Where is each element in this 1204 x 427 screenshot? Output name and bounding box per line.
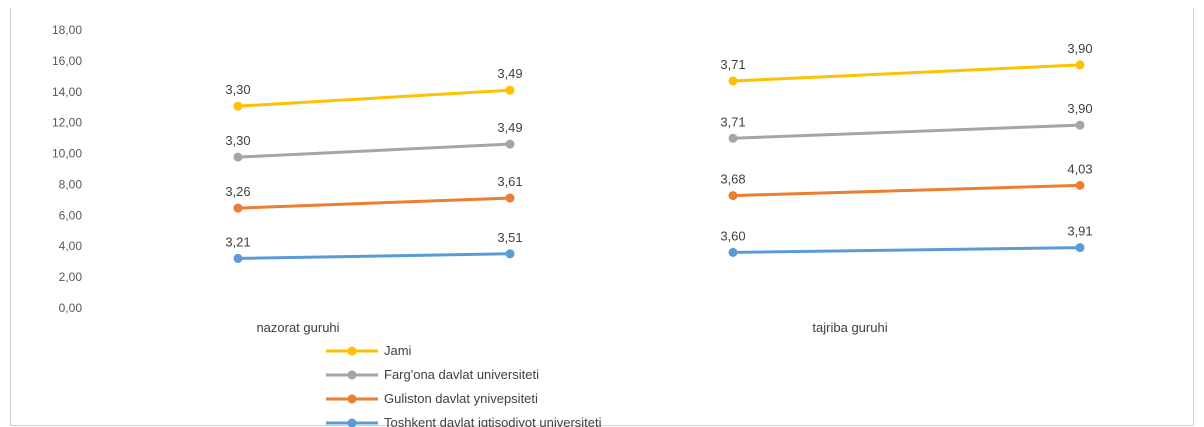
data-label: 3,60 — [720, 228, 745, 243]
data-point-marker — [1075, 180, 1085, 190]
y-tick-label: 6,00 — [59, 208, 83, 222]
data-point-marker — [505, 139, 515, 149]
data-point-marker — [728, 191, 738, 201]
data-label: 3,91 — [1067, 224, 1092, 239]
legend-swatch-marker — [347, 346, 357, 356]
data-point-marker — [728, 247, 738, 257]
x-category-label: nazorat guruhi — [256, 320, 339, 335]
data-point-marker — [1075, 120, 1085, 130]
data-label: 3,51 — [497, 230, 522, 245]
legend-swatch-marker — [347, 370, 357, 380]
series-line — [236, 196, 512, 210]
data-label: 3,49 — [497, 120, 522, 135]
data-label: 3,30 — [225, 82, 250, 97]
legend-swatch-marker — [347, 418, 357, 427]
data-label: 3,68 — [720, 172, 745, 187]
series-line — [236, 252, 512, 260]
series-line — [236, 142, 512, 159]
data-label: 3,90 — [1067, 41, 1092, 56]
data-point-marker — [728, 133, 738, 143]
data-label: 4,03 — [1067, 161, 1092, 176]
y-tick-label: 4,00 — [59, 239, 83, 253]
data-point-marker — [1075, 243, 1085, 253]
legend-label: Jami — [384, 343, 412, 358]
data-point-marker — [1075, 60, 1085, 70]
data-point-marker — [233, 152, 243, 162]
y-tick-label: 12,00 — [52, 116, 82, 130]
data-point-marker — [505, 85, 515, 95]
series-line — [731, 246, 1082, 254]
data-label: 3,21 — [225, 234, 250, 249]
y-tick-label: 8,00 — [59, 177, 83, 191]
legend-label: Guliston davlat ynivepsiteti — [384, 391, 538, 406]
data-label: 3,49 — [497, 66, 522, 81]
series-line — [731, 183, 1082, 198]
x-category-label: tajriba guruhi — [812, 320, 887, 335]
series-line — [731, 123, 1082, 140]
data-label: 3,30 — [225, 133, 250, 148]
data-point-marker — [233, 253, 243, 263]
data-point-marker — [505, 193, 515, 203]
data-point-marker — [505, 249, 515, 259]
series-line — [236, 88, 512, 108]
data-label: 3,90 — [1067, 101, 1092, 116]
legend-swatch-marker — [347, 394, 357, 404]
data-label: 3,26 — [225, 184, 250, 199]
legend-label: Farg'ona davlat universiteti — [384, 367, 539, 382]
data-label: 3,71 — [720, 57, 745, 72]
y-tick-label: 16,00 — [52, 54, 82, 68]
data-point-marker — [728, 76, 738, 86]
y-tick-label: 18,00 — [52, 23, 82, 37]
y-tick-label: 2,00 — [59, 270, 83, 284]
data-point-marker — [233, 203, 243, 213]
y-tick-label: 0,00 — [59, 301, 83, 315]
data-label: 3,61 — [497, 174, 522, 189]
chart-frame — [10, 8, 1194, 426]
data-label: 3,71 — [720, 114, 745, 129]
legend-label: Toshkent davlat iqtisodiyot universiteti — [384, 415, 602, 427]
data-point-marker — [233, 101, 243, 111]
y-tick-label: 14,00 — [52, 85, 82, 99]
y-tick-label: 10,00 — [52, 147, 82, 161]
series-line — [731, 63, 1082, 83]
